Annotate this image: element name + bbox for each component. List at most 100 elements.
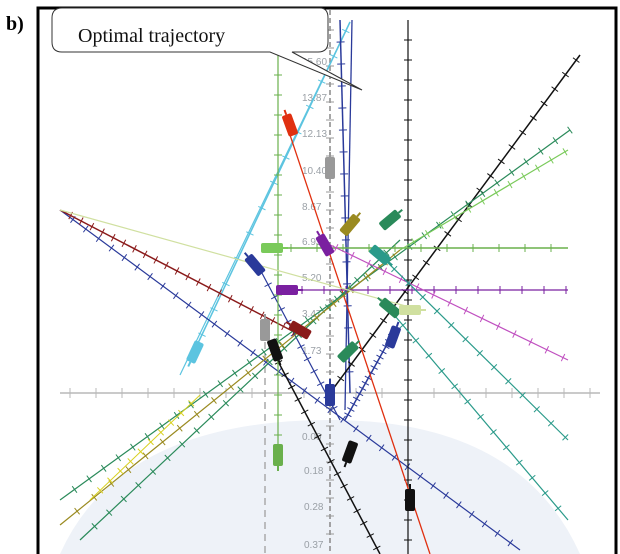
- trajectory-tick: [127, 458, 134, 465]
- trajectory-tick: [270, 294, 279, 300]
- trajectory-tick: [304, 316, 311, 324]
- trajectory-tick: [547, 420, 555, 427]
- trajectory-tick: [206, 283, 212, 292]
- callout-shape: [51, 7, 363, 91]
- tick-label: 15.60: [302, 57, 327, 68]
- trajectory-tick: [391, 453, 398, 461]
- projectile-body: [282, 113, 298, 137]
- black-projectile-a: [267, 338, 283, 366]
- trajectory-tick: [480, 197, 485, 205]
- trajectory-tick: [232, 369, 238, 377]
- trajectory-tick: [281, 345, 288, 352]
- trajectory-tick: [354, 276, 361, 284]
- tick-label: 12.13: [302, 129, 327, 140]
- projectile-nose: [285, 321, 291, 326]
- trajectory-tick: [344, 412, 352, 418]
- trajectory-tick: [159, 438, 166, 446]
- purple-projectile-b: [276, 285, 303, 295]
- trajectory-tick: [438, 368, 446, 374]
- trajectory-tick: [227, 294, 233, 303]
- projectile-nose: [343, 461, 348, 468]
- black-trajectory-b: [271, 349, 381, 554]
- trajectory-tick: [174, 267, 180, 275]
- trajectory-tick: [490, 364, 498, 371]
- tick-label: 8.67: [302, 202, 322, 213]
- trajectory-tick: [237, 386, 244, 393]
- gray-projectile-2: [260, 314, 270, 341]
- trajectory-tick: [316, 381, 325, 386]
- trajectory-tick: [89, 222, 95, 231]
- trajectory-tick: [337, 375, 345, 382]
- projectile-body: [379, 209, 401, 231]
- trajectory-tick: [144, 433, 151, 441]
- trajectory-tick: [164, 454, 171, 462]
- trajectory-tick: [297, 344, 305, 349]
- trajectory-tick: [551, 86, 559, 92]
- trajectory-tick: [350, 401, 358, 407]
- trajectory-tick: [262, 355, 269, 363]
- trajectory-tick: [259, 311, 265, 320]
- cyan-trajectory-2: [179, 21, 351, 376]
- trajectory-tick: [366, 434, 372, 442]
- trajectory-tick: [554, 505, 562, 512]
- projectile-body: [186, 340, 204, 364]
- trajectory-tick: [358, 386, 367, 391]
- trajectory-tick: [314, 396, 321, 404]
- trajectory-tick: [179, 440, 186, 448]
- trajectory-tick: [173, 411, 180, 419]
- gray-projectile: [325, 152, 335, 179]
- trajectory-tick: [391, 265, 398, 273]
- olive-trajectory: [59, 249, 401, 526]
- trajectory-tick: [352, 396, 361, 402]
- trajectory-tick: [107, 477, 114, 484]
- trajectory-tick: [300, 409, 309, 415]
- trajectory-tick: [251, 372, 259, 380]
- trajectory-tick: [494, 179, 500, 187]
- trajectory-tick: [238, 300, 244, 309]
- trajectory-tick: [523, 158, 529, 166]
- pale-projectile: [399, 305, 426, 315]
- trajectory-tick: [125, 466, 132, 474]
- trajectory-tick: [246, 359, 253, 367]
- trajectory-tick: [422, 259, 430, 266]
- green-projectile-2: [273, 444, 283, 471]
- trajectory-tick: [333, 471, 342, 477]
- trajectory-tick: [541, 490, 549, 497]
- trajectory-tick: [347, 407, 355, 412]
- trajectory-tick: [382, 267, 388, 276]
- trajectory-tick: [100, 464, 107, 472]
- trajectory-tick: [153, 256, 159, 264]
- trajectory-tick: [134, 263, 140, 271]
- trajectory-tick: [490, 429, 497, 436]
- trajectory-tick: [157, 429, 165, 436]
- trajectory-tick: [544, 345, 550, 354]
- projectile-nose: [355, 339, 361, 345]
- trajectory-tick: [479, 189, 486, 197]
- trajectory-tick: [275, 368, 282, 376]
- trajectory-tick: [86, 475, 92, 483]
- trajectory-tick: [270, 317, 276, 325]
- trajectory-tick: [425, 229, 430, 238]
- trajectory-tick: [481, 520, 488, 528]
- projectile-body: [342, 440, 358, 464]
- projectile-body: [325, 384, 335, 406]
- trajectory-tick: [330, 300, 337, 308]
- trajectory-tick: [132, 245, 137, 253]
- trajectory-tick: [327, 406, 333, 414]
- trajectory-tick: [305, 104, 314, 110]
- trajectory-tick: [282, 155, 290, 160]
- trajectory-tick: [173, 292, 179, 300]
- trajectory-tick: [378, 444, 385, 452]
- trajectory-tick: [379, 349, 387, 355]
- trajectory-tick: [121, 254, 128, 262]
- red-projectile: [282, 109, 298, 137]
- projectile-nose: [397, 208, 403, 214]
- trajectory-tick: [217, 289, 222, 297]
- trajectory-tick: [281, 322, 286, 331]
- trajectory-tick: [468, 510, 475, 518]
- trajectory-tick: [100, 228, 105, 236]
- teal-trajectory-2: [389, 309, 569, 521]
- trajectory-tick: [366, 533, 375, 538]
- trajectory-tick: [369, 332, 377, 338]
